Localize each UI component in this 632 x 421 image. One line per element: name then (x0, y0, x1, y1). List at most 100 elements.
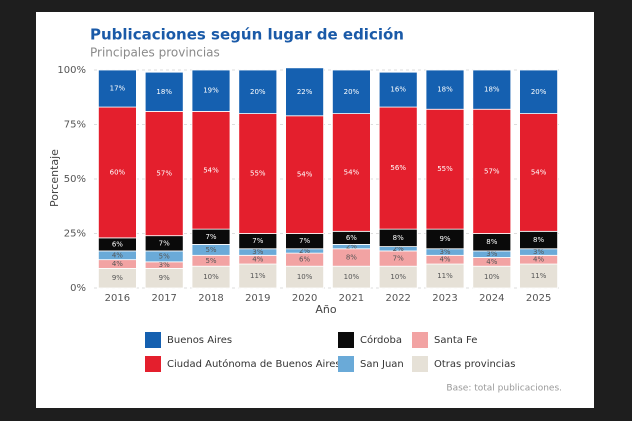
data-label: 57% (484, 167, 500, 175)
x-tick-label: 2020 (292, 293, 317, 304)
bar-segment (285, 67, 325, 117)
data-label: 3% (486, 250, 497, 258)
bar-segment (425, 69, 465, 110)
bar-segment (144, 111, 184, 237)
bar-segment (144, 71, 184, 112)
data-label: 10% (484, 273, 500, 281)
legend-swatch (412, 356, 428, 372)
data-label: 7% (393, 255, 404, 263)
bar-segment (519, 69, 558, 114)
legend-swatch (338, 356, 354, 372)
data-label: 20% (250, 88, 266, 96)
legend-swatch (145, 356, 161, 372)
legend-label: Ciudad Autónoma de Buenos Aires (167, 358, 341, 370)
data-label: 4% (252, 256, 263, 264)
data-label: 9% (112, 274, 123, 282)
y-tick-label: 0% (70, 283, 86, 294)
data-label: 4% (486, 258, 497, 266)
footnote: Base: total publicaciones. (446, 384, 562, 394)
data-label: 54% (203, 166, 219, 174)
bar-segment (472, 69, 512, 110)
y-axis-label: Porcentaje (48, 149, 61, 207)
data-label: 2% (346, 243, 357, 251)
data-label: 4% (112, 260, 123, 268)
bar-segment (191, 111, 231, 230)
bar-segment (98, 106, 137, 239)
bar-segment (191, 69, 231, 112)
data-label: 6% (112, 240, 123, 248)
bar-segment (472, 108, 512, 234)
data-label: 7% (205, 233, 216, 241)
x-tick-label: 2022 (385, 293, 410, 304)
data-label: 17% (110, 85, 126, 93)
data-label: 10% (203, 273, 219, 281)
legend-swatch (145, 332, 161, 348)
data-label: 56% (390, 164, 406, 172)
data-label: 3% (533, 248, 544, 256)
x-tick-label: 2024 (479, 293, 504, 304)
y-tick-label: 75% (64, 120, 86, 131)
data-label: 18% (156, 88, 172, 96)
data-label: 20% (344, 88, 360, 96)
bar-segment (425, 108, 465, 230)
data-label: 54% (531, 168, 547, 176)
data-label: 54% (344, 168, 360, 176)
bar-segment (331, 69, 371, 114)
data-label: 5% (159, 252, 170, 260)
data-label: 7% (299, 237, 310, 245)
bar-segment (98, 69, 137, 108)
data-label: 11% (531, 272, 547, 280)
data-label: 54% (297, 171, 313, 179)
legend-label: Santa Fe (434, 335, 477, 346)
data-label: 7% (252, 237, 263, 245)
data-label: 16% (390, 86, 406, 94)
data-label: 57% (156, 170, 172, 178)
legend-swatch (338, 332, 354, 348)
data-label: 3% (439, 248, 450, 256)
data-label: 9% (159, 274, 170, 282)
data-label: 10% (344, 273, 360, 281)
y-tick-label: 100% (57, 65, 86, 76)
bar-segment (519, 113, 558, 232)
data-label: 6% (346, 234, 357, 242)
data-label: 11% (437, 272, 453, 280)
data-label: 8% (393, 234, 404, 242)
data-label: 60% (110, 168, 126, 176)
data-label: 2% (299, 247, 310, 255)
data-label: 19% (203, 87, 219, 95)
data-label: 3% (252, 248, 263, 256)
bar-segment (378, 106, 418, 230)
data-label: 2% (393, 245, 404, 253)
x-tick-label: 2025 (526, 293, 551, 304)
legend-swatch (412, 332, 428, 348)
x-tick-label: 2023 (432, 293, 457, 304)
chart-title: Publicaciones según lugar de edición (90, 26, 404, 44)
y-tick-label: 25% (64, 229, 86, 240)
y-tick-label: 50% (64, 174, 86, 185)
data-label: 4% (112, 251, 123, 259)
x-tick-label: 2018 (198, 293, 223, 304)
bar-segment (378, 71, 418, 108)
data-label: 55% (250, 170, 266, 178)
data-label: 8% (533, 236, 544, 244)
data-label: 4% (533, 256, 544, 264)
bar-segment (238, 69, 278, 114)
x-tick-label: 2019 (245, 293, 270, 304)
data-label: 22% (297, 88, 313, 96)
data-label: 8% (346, 253, 357, 261)
data-label: 4% (439, 256, 450, 264)
data-label: 3% (159, 261, 170, 269)
x-axis-label: Año (315, 303, 336, 316)
data-label: 7% (159, 239, 170, 247)
data-label: 18% (484, 86, 500, 94)
legend-label: Córdoba (360, 334, 402, 346)
data-label: 11% (250, 272, 266, 280)
legend-label: San Juan (360, 359, 404, 370)
data-label: 8% (486, 238, 497, 246)
data-label: 5% (205, 257, 216, 265)
x-tick-label: 2016 (105, 293, 130, 304)
x-tick-label: 2017 (151, 293, 176, 304)
data-label: 55% (437, 165, 453, 173)
